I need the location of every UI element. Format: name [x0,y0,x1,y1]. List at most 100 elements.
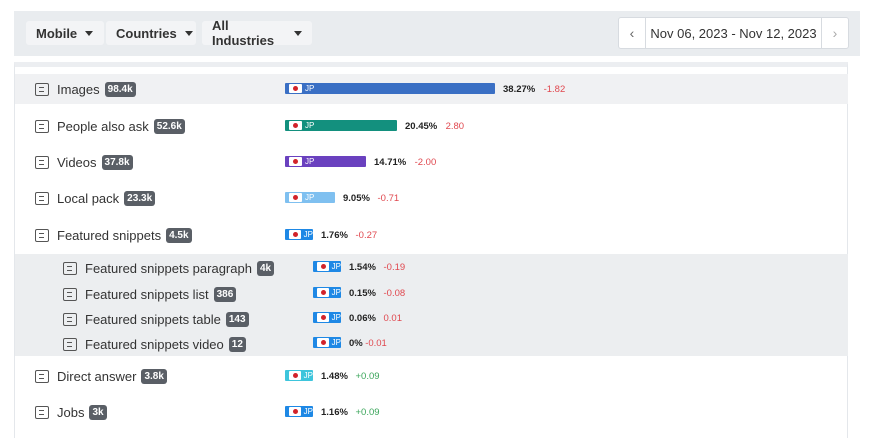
feature-label: Featured snippets 4.5k [35,220,192,250]
share-change: -0.71 [377,193,400,204]
feature-name: Featured snippets list [85,286,209,302]
chevron-right-icon[interactable]: › [821,18,848,48]
country-dropdown[interactable]: Countries [106,21,196,45]
feature-row[interactable]: Featured snippets paragraph 4k JP 1.54% -0.1… [15,253,848,283]
feature-row[interactable]: Jobs 3k JP 1.16% +0.09 [15,397,848,427]
image-icon [35,82,49,96]
japan-flag-icon [289,193,302,202]
feature-row[interactable]: Direct answer 3.8k JP 1.48% +0.09 [15,361,848,391]
share-change: 2.80 [445,121,465,132]
industry-dropdown-label: All Industries [212,18,275,48]
feature-row[interactable]: Featured snippets 4.5k JP 1.76% -0.27 [15,220,848,250]
share-change: -1.82 [543,84,566,95]
share-percent: 14.71% [374,157,407,168]
country-code: JP [305,193,315,202]
share-percent: 1.76% [321,230,348,241]
country-dropdown-label: Countries [116,25,177,41]
country-code: JP [331,262,341,271]
japan-flag-icon [289,407,301,416]
country-code: JP [305,121,315,130]
feature-name: Direct answer [57,368,137,384]
share-change: -0.27 [355,230,378,241]
share-percent: 20.45% [405,121,438,132]
feature-name: People also ask [57,118,149,134]
map-pin-icon [35,191,49,205]
country-code: JP [305,157,315,166]
share-change: 0.01 [383,313,403,324]
share-bar[interactable]: JP [313,261,341,272]
country-code: JP [331,288,341,297]
share-bar[interactable]: JP [313,312,341,323]
caret-down-icon [294,30,302,36]
feature-label: Direct answer 3.8k [35,361,167,391]
caret-down-icon [184,30,193,36]
video-icon [35,155,49,169]
feature-row[interactable]: Featured snippets table 143 JP 0.06% 0.01 [15,304,848,334]
feature-label: Local pack 23.3k [35,183,156,213]
feature-row[interactable]: Featured snippets video 12 JP 0% -0.01 [15,329,848,359]
industry-dropdown[interactable]: All Industries [202,18,312,48]
share-percent: 0.06% [349,313,376,324]
count-badge: 37.8k [101,154,133,170]
share-bar[interactable]: JP [285,406,313,417]
feature-label: People also ask 52.6k [35,111,185,141]
share-change: +0.09 [355,371,380,382]
device-dropdown-label: Mobile [36,25,78,41]
share-percent: 1.54% [349,262,376,273]
feature-name: Jobs [57,404,85,420]
crown-icon [35,228,49,242]
count-badge: 98.4k [104,81,136,97]
feature-row[interactable]: Featured snippets list 386 JP 0.15% -0.08 [15,279,848,309]
count-badge: 3k [89,404,107,420]
feature-name: Images [57,81,100,97]
share-percent: 1.48% [321,371,348,382]
share-bar[interactable]: JP [285,370,313,381]
country-code: JP [303,230,313,239]
feature-label: Videos 37.8k [35,147,133,177]
country-code: JP [303,371,313,380]
device-dropdown[interactable]: Mobile [26,21,104,45]
japan-flag-icon [289,121,302,130]
share-change: +0.09 [355,407,380,418]
feature-row[interactable]: People also ask 52.6k JP 20.45% 2.80 [15,111,848,141]
paragraph-icon [63,261,77,275]
count-badge: 12 [228,336,246,352]
feature-label: Jobs 3k [35,397,107,427]
video-icon [63,337,77,351]
share-bar[interactable]: JP [313,287,341,298]
chevron-left-icon[interactable]: ‹ [619,18,646,48]
list-icon [63,287,77,301]
date-range-label[interactable]: Nov 06, 2023 - Nov 12, 2023 [650,25,817,41]
feature-row[interactable]: Images 98.4k JP 38.27% -1.82 [15,74,848,104]
serp-features-panel [14,62,848,438]
feature-label: Featured snippets video 12 [63,329,246,359]
featured-snippets-subgroup [15,254,848,356]
japan-flag-icon [289,371,301,380]
share-bar[interactable]: JP [313,337,341,348]
share-bar[interactable]: JP [285,120,397,131]
feature-row[interactable]: Local pack 23.3k JP 9.05% -0.71 [15,183,848,213]
feature-name: Videos [57,154,97,170]
share-bar[interactable]: JP [285,156,366,167]
share-percent: 1.16% [321,407,348,418]
count-badge: 386 [213,286,237,302]
share-change: -0.08 [383,288,406,299]
share-percent: 9.05% [343,193,370,204]
share-bar[interactable]: JP [285,229,313,240]
count-badge: 4k [256,260,275,276]
date-range-picker: ‹ Nov 06, 2023 - Nov 12, 2023 › [618,17,849,49]
feature-name: Featured snippets paragraph [85,260,252,276]
share-bar[interactable]: JP [285,192,335,203]
feature-row[interactable]: Videos 37.8k JP 14.71% -2.00 [15,147,848,177]
japan-flag-icon [317,338,329,347]
share-bar[interactable]: JP [285,83,495,94]
filter-toolbar: Mobile Countries All Industries ‹ Nov 06… [14,11,860,56]
count-badge: 4.5k [166,227,192,243]
japan-flag-icon [317,262,329,271]
share-change: -0.01 [365,338,387,349]
share-change: -2.00 [414,157,437,168]
feature-name: Featured snippets [57,227,162,243]
country-code: JP [305,84,315,93]
japan-flag-icon [317,288,329,297]
japan-flag-icon [289,84,302,93]
